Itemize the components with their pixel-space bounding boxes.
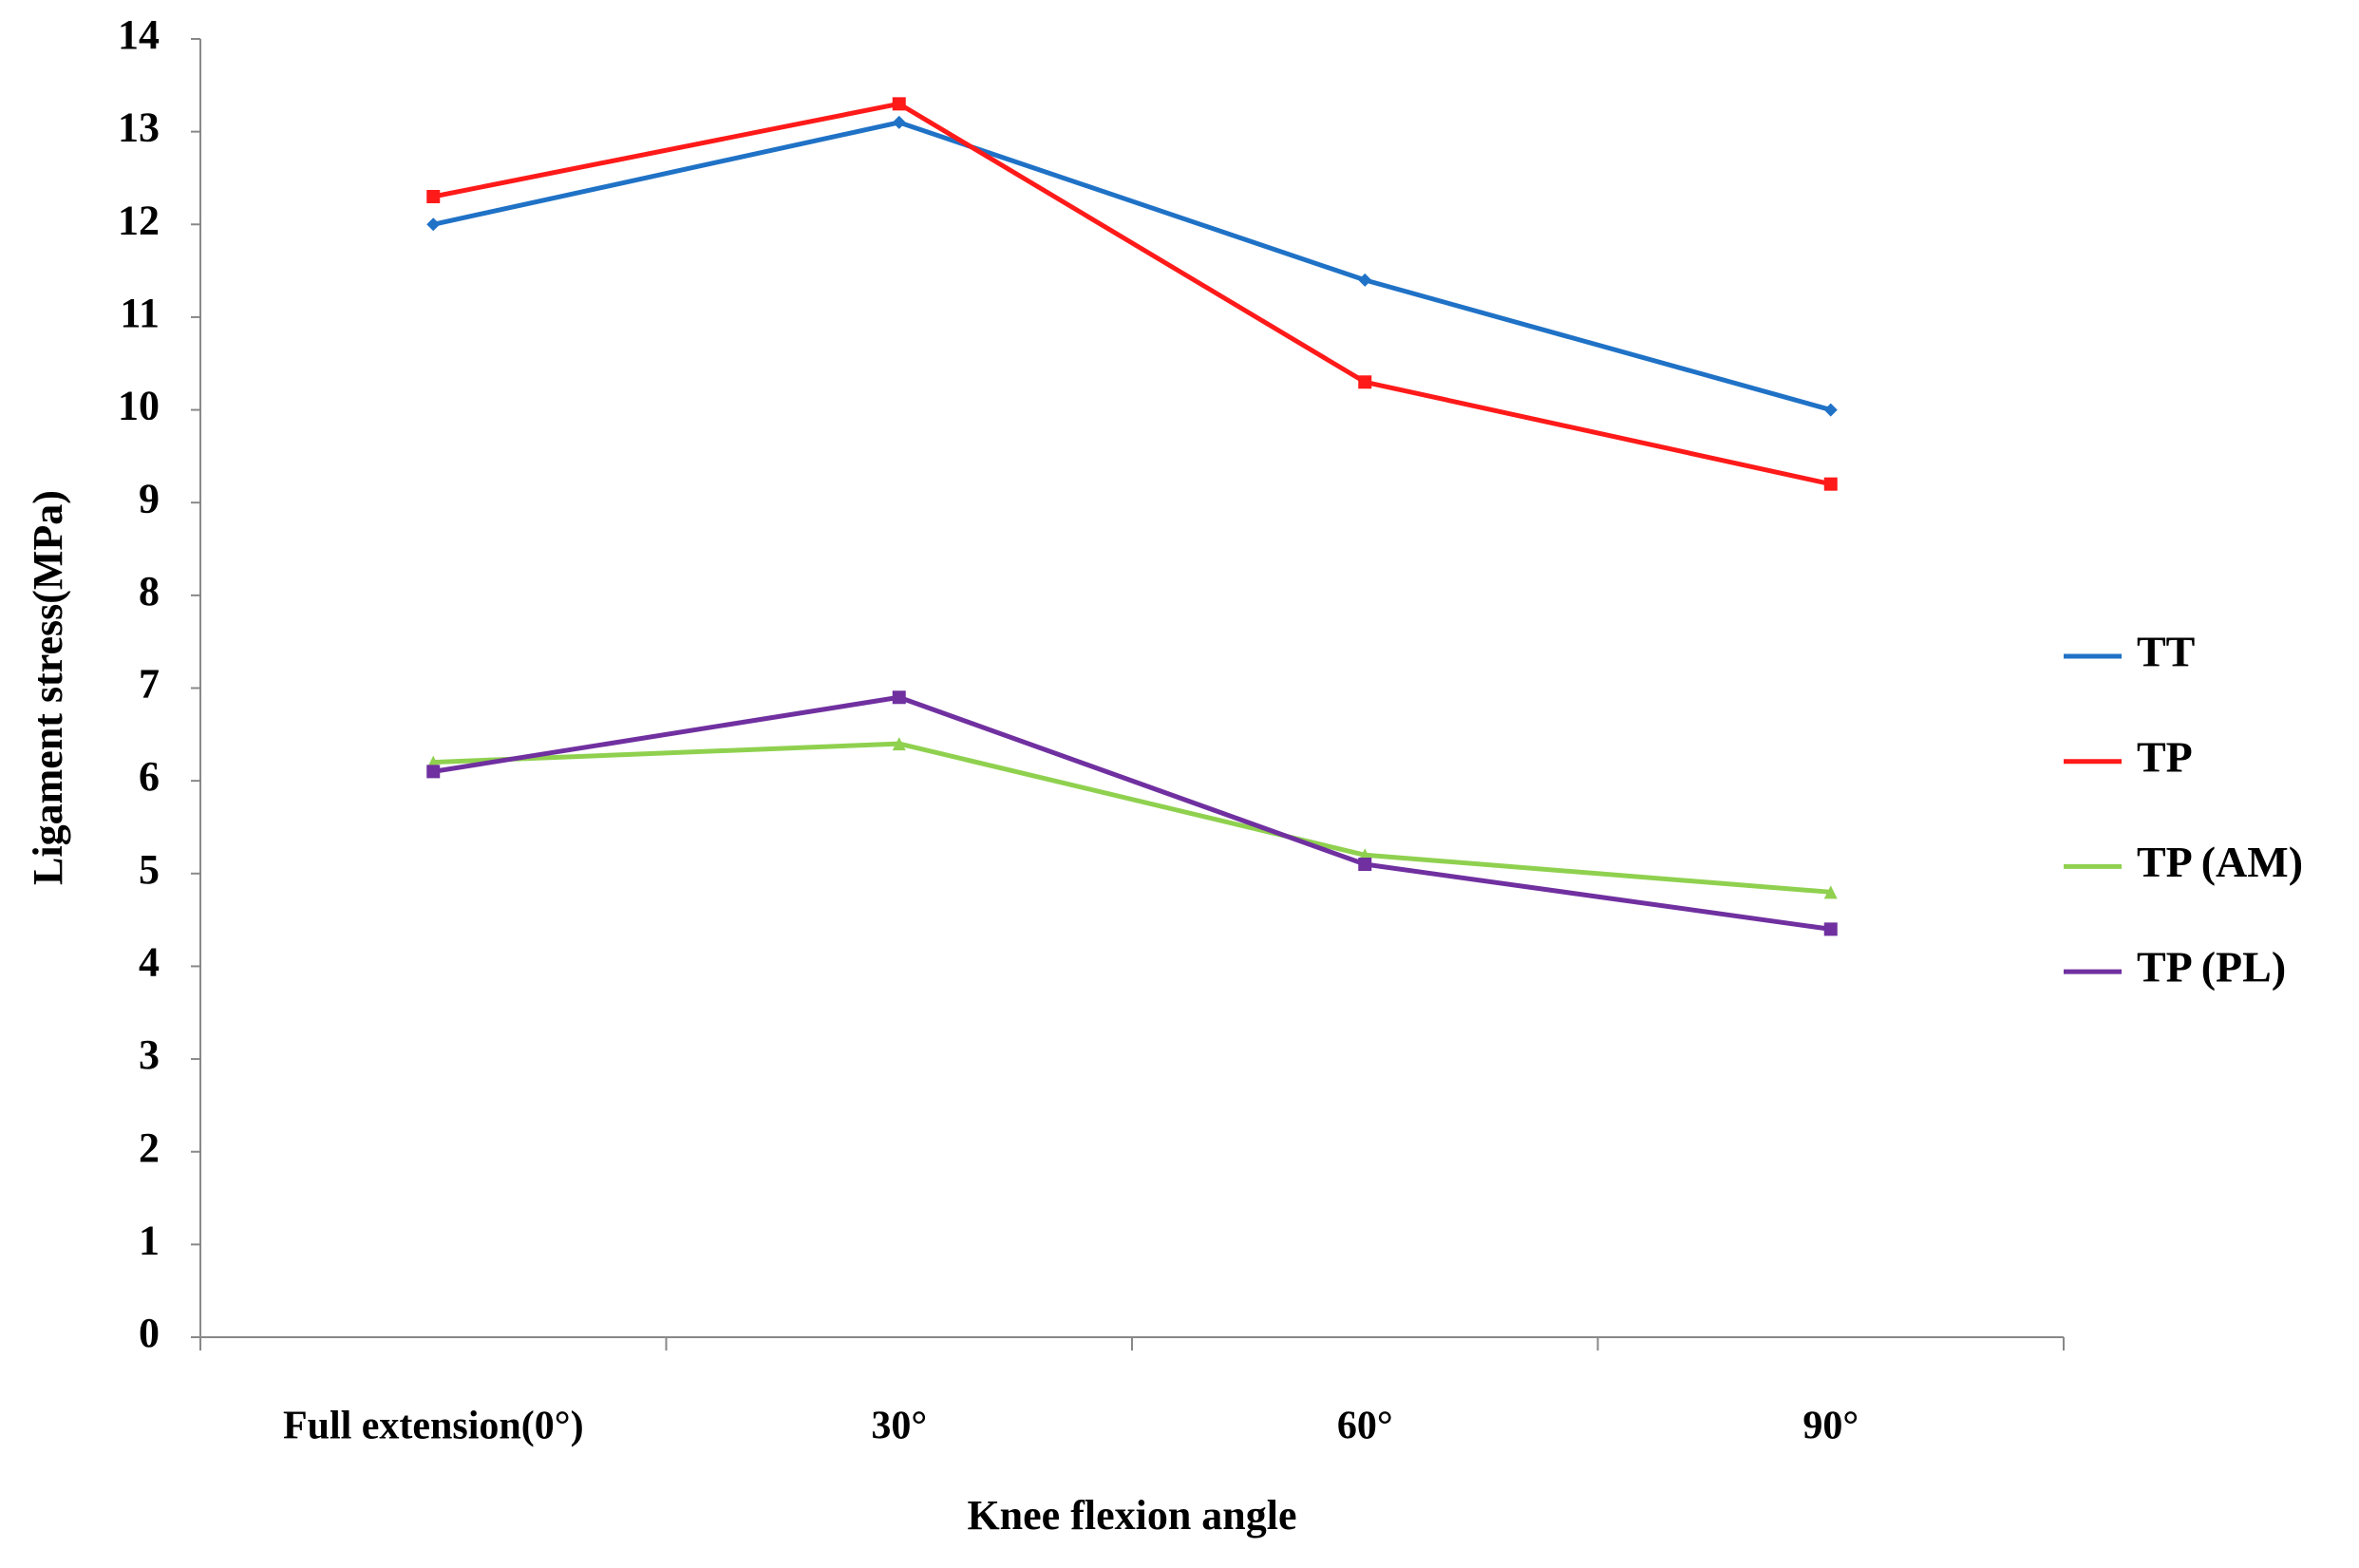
y-tick-label: 9 xyxy=(139,475,160,521)
x-tick-label: 60° xyxy=(1337,1405,1393,1448)
y-tick-label: 14 xyxy=(118,11,160,58)
y-tick-label: 11 xyxy=(120,290,160,336)
y-tick-label: 2 xyxy=(139,1124,160,1171)
data-point xyxy=(1823,922,1838,936)
x-tick-label: 90° xyxy=(1802,1405,1859,1448)
y-tick-label: 13 xyxy=(118,104,160,151)
data-point xyxy=(426,217,441,232)
y-tick-label: 7 xyxy=(139,661,160,708)
data-point xyxy=(1823,885,1838,899)
data-point xyxy=(892,115,906,129)
data-point xyxy=(1823,477,1838,491)
data-point xyxy=(426,765,441,779)
data-point xyxy=(892,737,906,751)
data-point xyxy=(1358,858,1372,872)
y-tick-label: 12 xyxy=(118,197,160,243)
series-line xyxy=(433,741,1831,895)
y-tick-label: 6 xyxy=(139,753,160,800)
legend-label: TP (AM) xyxy=(2137,838,2303,886)
legend-label: TT xyxy=(2137,628,2195,676)
y-tick-label: 5 xyxy=(139,846,160,893)
data-point xyxy=(1358,375,1372,389)
y-tick-label: 0 xyxy=(139,1310,160,1356)
legend-label: TP (PL) xyxy=(2137,943,2286,992)
legend-label: TP xyxy=(2137,732,2193,781)
data-point xyxy=(1358,273,1372,287)
y-axis-title: Ligament stress(MPa) xyxy=(25,490,71,885)
x-axis-title: Knee flexion angle xyxy=(967,1492,1296,1539)
y-tick-label: 8 xyxy=(139,568,160,614)
data-point xyxy=(426,189,441,203)
y-tick-label: 3 xyxy=(139,1031,160,1078)
y-tick-label: 4 xyxy=(139,939,160,986)
data-point xyxy=(892,690,906,705)
x-tick-label: Full extension(0°) xyxy=(283,1405,584,1448)
series-line xyxy=(432,120,1832,412)
data-point xyxy=(892,97,906,111)
x-tick-label: 30° xyxy=(871,1405,927,1448)
data-point xyxy=(1823,403,1838,417)
y-tick-label: 1 xyxy=(139,1217,160,1263)
series-line xyxy=(432,694,1832,932)
series-line xyxy=(432,101,1832,487)
y-tick-label: 10 xyxy=(118,383,160,429)
